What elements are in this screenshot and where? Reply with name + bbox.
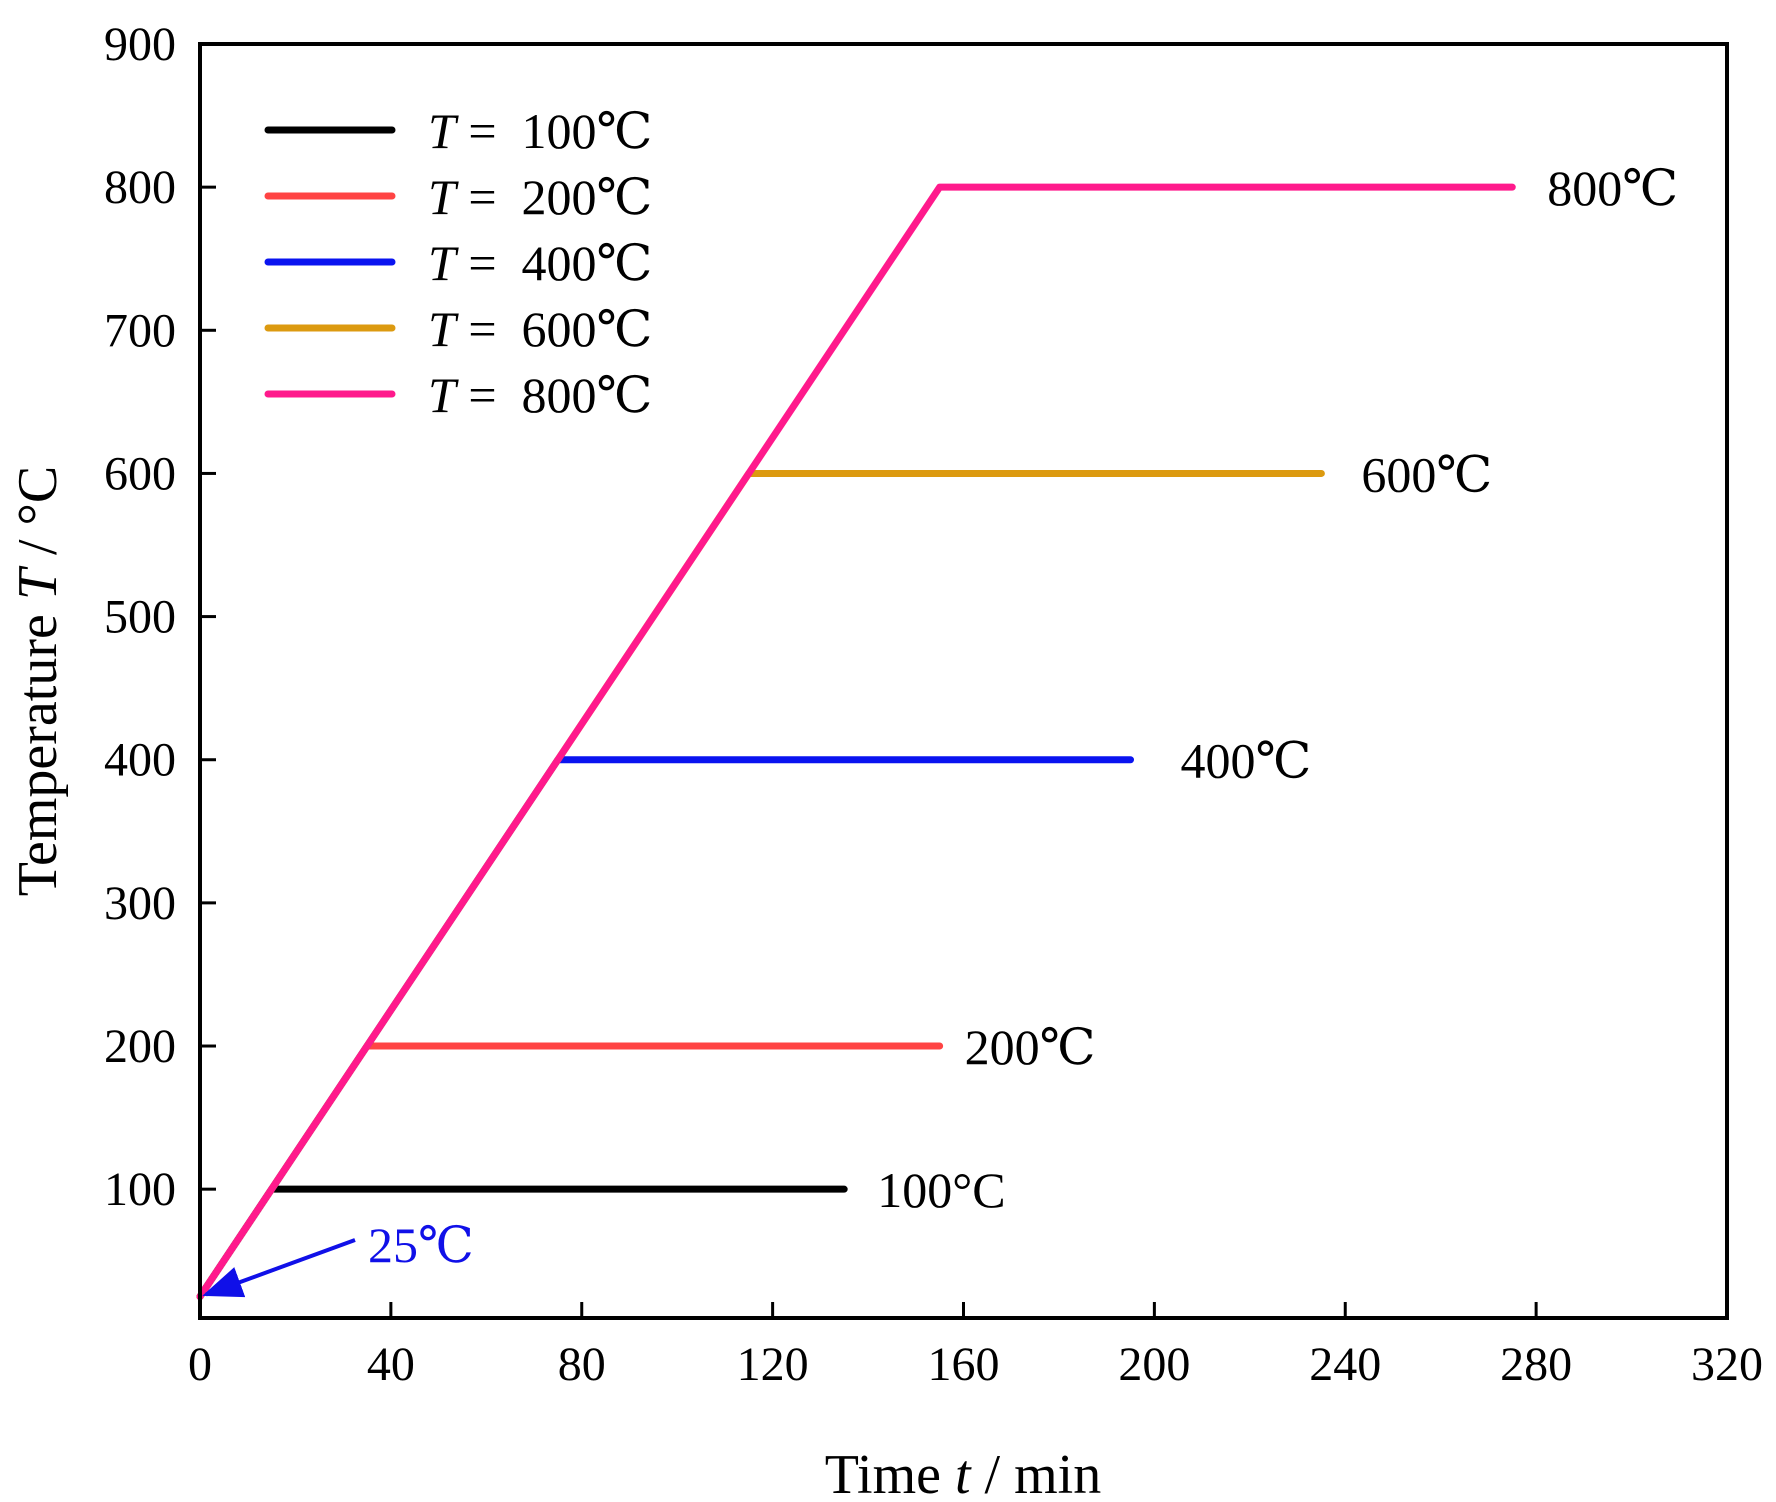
y-tick-label-4: 500: [104, 591, 176, 644]
legend-var-3: T: [428, 301, 459, 357]
x-tick-label-5: 200: [1118, 1338, 1190, 1391]
legend-var-1: T: [428, 169, 459, 225]
annotation-label: 25℃: [368, 1217, 474, 1273]
y-axis-title-suffix: / °C: [7, 466, 69, 569]
y-tick-label-7: 800: [104, 161, 176, 214]
y-tick-label-1: 200: [104, 1020, 176, 1073]
series-line-4: [196, 183, 1516, 1301]
legend-label-3: T = 600℃: [428, 301, 652, 357]
x-tick-label-7: 280: [1500, 1338, 1572, 1391]
annotation-25c: 25℃: [202, 1217, 474, 1298]
plateau-label-4: 800℃: [1547, 160, 1678, 216]
y-axis-title-prefix: Temperature: [7, 600, 69, 896]
x-tick-label-4: 160: [928, 1338, 1000, 1391]
legend-value-2: = 400℃: [456, 235, 653, 291]
plateau-labels: 100°C 200℃ 400℃ 600℃ 800℃: [877, 160, 1678, 1218]
x-tick-label-2: 80: [558, 1338, 606, 1391]
legend-label-0: T = 100℃: [428, 103, 652, 159]
y-tick-label-6: 700: [104, 304, 176, 357]
y-tick-label-3: 400: [104, 734, 176, 787]
x-tick-label-0: 0: [188, 1338, 212, 1391]
plateau-label-2: 400℃: [1181, 733, 1312, 789]
axis-tick-labels: 0 40 80 120 160 200 240 280 320 100 200 300 400 500 60…: [104, 18, 1763, 1391]
x-tick-label-3: 120: [737, 1338, 809, 1391]
legend-label-1: T = 200℃: [428, 169, 652, 225]
legend-var-2: T: [428, 235, 459, 291]
legend-value-0: = 100℃: [456, 103, 653, 159]
series-line-1: [196, 1042, 944, 1301]
x-axis-title-prefix: Time: [825, 1444, 955, 1502]
y-tick-label-0: 100: [104, 1163, 176, 1216]
legend-value-3: = 600℃: [456, 301, 653, 357]
legend-label-4: T = 800℃: [428, 367, 652, 423]
plot-lines: [196, 183, 1516, 1301]
annotation-arrow: [202, 1238, 356, 1298]
plateau-label-0: 100°C: [877, 1162, 1005, 1218]
x-axis-title: Time t / min: [825, 1444, 1101, 1502]
legend-label-2: T = 400℃: [428, 235, 652, 291]
x-tick-label-1: 40: [367, 1338, 415, 1391]
axis-ticks: [198, 42, 1729, 1318]
plateau-label-1: 200℃: [965, 1019, 1096, 1075]
y-tick-label-5: 600: [104, 447, 176, 500]
y-tick-label-2: 300: [104, 877, 176, 930]
y-axis-title-var: T: [7, 565, 69, 600]
legend-value-1: = 200℃: [456, 169, 653, 225]
x-tick-label-8: 320: [1691, 1338, 1763, 1391]
series-line-3: [196, 469, 1325, 1301]
x-axis-title-var: t: [955, 1444, 972, 1502]
legend-var-4: T: [428, 367, 459, 423]
legend-value-4: = 800℃: [456, 367, 653, 423]
legend-var-0: T: [428, 103, 459, 159]
x-tick-label-6: 240: [1309, 1338, 1381, 1391]
series-line-0: [196, 1185, 848, 1301]
plateau-label-3: 600℃: [1361, 446, 1492, 502]
legend: T = 100℃T = 200℃T = 400℃T = 600℃T = 800℃: [264, 103, 652, 423]
y-tick-label-8: 900: [104, 18, 176, 71]
x-axis-title-suffix: / min: [971, 1444, 1102, 1502]
y-axis-title: Temperature T / °C: [7, 466, 69, 897]
